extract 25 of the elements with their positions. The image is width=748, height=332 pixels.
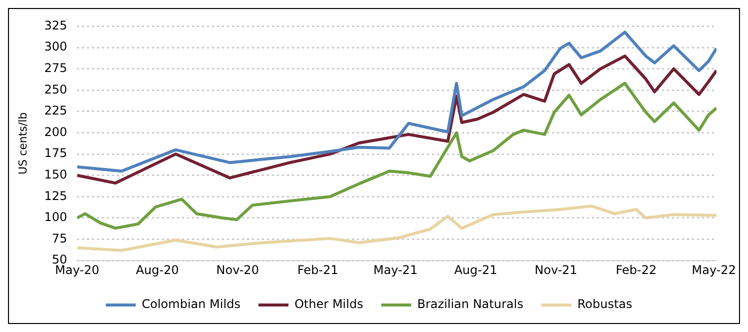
legend-label: Brazilian Naturals — [417, 297, 524, 312]
y-tick-label: 275 — [44, 60, 68, 75]
y-tick-label: 75 — [52, 231, 68, 246]
x-tick-label: May-20 — [55, 262, 100, 277]
y-tick-label: 125 — [44, 188, 68, 203]
x-tick-label: Aug-20 — [136, 262, 179, 277]
x-tick-label: Nov-20 — [216, 262, 259, 277]
y-tick-label: 325 — [44, 18, 68, 32]
legend-label: Colombian Milds — [142, 297, 240, 312]
y-tick-label: 100 — [44, 210, 68, 224]
x-tick-label: May-22 — [692, 262, 736, 277]
x-tick-label: Feb-22 — [616, 262, 657, 277]
legend-label: Other Milds — [294, 297, 364, 312]
x-tick-label: Aug-21 — [454, 262, 498, 277]
y-axis-title: US cents/lb — [16, 112, 30, 174]
x-tick-label: Nov-21 — [534, 262, 578, 277]
y-tick-label: 250 — [44, 82, 68, 96]
y-tick-label: 150 — [44, 167, 68, 182]
legend-label: Robustas — [577, 297, 632, 312]
y-tick-label: 300 — [44, 40, 68, 54]
y-tick-label: 225 — [44, 104, 68, 118]
x-tick-label: Feb-21 — [297, 262, 338, 277]
y-tick-label: 175 — [44, 146, 68, 160]
y-tick-label: 200 — [44, 124, 68, 139]
x-tick-label: May-21 — [373, 262, 418, 277]
